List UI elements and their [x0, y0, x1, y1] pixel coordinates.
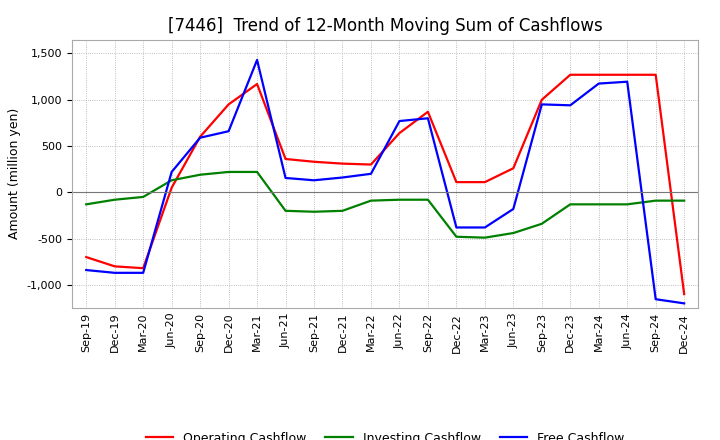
Free Cashflow — [623, 79, 631, 84]
Investing Cashflow — [167, 178, 176, 183]
Operating Cashflow — [395, 130, 404, 136]
Operating Cashflow — [623, 72, 631, 77]
Investing Cashflow — [566, 202, 575, 207]
Investing Cashflow — [253, 169, 261, 175]
Free Cashflow — [395, 118, 404, 124]
Operating Cashflow — [652, 72, 660, 77]
Free Cashflow — [139, 270, 148, 275]
Operating Cashflow — [595, 72, 603, 77]
Free Cashflow — [537, 102, 546, 107]
Operating Cashflow — [423, 109, 432, 114]
Operating Cashflow — [680, 291, 688, 297]
Investing Cashflow — [509, 231, 518, 236]
Operating Cashflow — [282, 156, 290, 161]
Y-axis label: Amount (million yen): Amount (million yen) — [8, 108, 21, 239]
Investing Cashflow — [282, 208, 290, 213]
Free Cashflow — [680, 301, 688, 306]
Operating Cashflow — [110, 264, 119, 269]
Line: Free Cashflow: Free Cashflow — [86, 60, 684, 303]
Operating Cashflow — [225, 102, 233, 107]
Operating Cashflow — [196, 134, 204, 139]
Free Cashflow — [566, 103, 575, 108]
Operating Cashflow — [253, 81, 261, 87]
Investing Cashflow — [196, 172, 204, 177]
Line: Operating Cashflow: Operating Cashflow — [86, 75, 684, 294]
Title: [7446]  Trend of 12-Month Moving Sum of Cashflows: [7446] Trend of 12-Month Moving Sum of C… — [168, 17, 603, 35]
Free Cashflow — [82, 268, 91, 273]
Investing Cashflow — [652, 198, 660, 203]
Investing Cashflow — [423, 197, 432, 202]
Free Cashflow — [310, 178, 318, 183]
Free Cashflow — [225, 128, 233, 134]
Investing Cashflow — [110, 197, 119, 202]
Operating Cashflow — [537, 97, 546, 103]
Investing Cashflow — [395, 197, 404, 202]
Free Cashflow — [167, 169, 176, 175]
Investing Cashflow — [680, 198, 688, 203]
Free Cashflow — [452, 225, 461, 230]
Investing Cashflow — [452, 234, 461, 239]
Operating Cashflow — [366, 162, 375, 167]
Free Cashflow — [338, 175, 347, 180]
Free Cashflow — [509, 206, 518, 212]
Operating Cashflow — [167, 185, 176, 191]
Investing Cashflow — [623, 202, 631, 207]
Operating Cashflow — [139, 266, 148, 271]
Line: Investing Cashflow: Investing Cashflow — [86, 172, 684, 238]
Investing Cashflow — [595, 202, 603, 207]
Investing Cashflow — [366, 198, 375, 203]
Investing Cashflow — [225, 169, 233, 175]
Free Cashflow — [423, 116, 432, 121]
Free Cashflow — [110, 270, 119, 275]
Free Cashflow — [196, 135, 204, 140]
Investing Cashflow — [310, 209, 318, 214]
Investing Cashflow — [139, 194, 148, 200]
Investing Cashflow — [82, 202, 91, 207]
Free Cashflow — [595, 81, 603, 86]
Free Cashflow — [253, 57, 261, 62]
Operating Cashflow — [338, 161, 347, 166]
Operating Cashflow — [82, 254, 91, 260]
Operating Cashflow — [310, 159, 318, 165]
Investing Cashflow — [480, 235, 489, 240]
Free Cashflow — [652, 297, 660, 302]
Operating Cashflow — [452, 180, 461, 185]
Free Cashflow — [366, 171, 375, 176]
Free Cashflow — [282, 175, 290, 180]
Operating Cashflow — [509, 165, 518, 171]
Investing Cashflow — [537, 221, 546, 227]
Investing Cashflow — [338, 208, 347, 213]
Operating Cashflow — [566, 72, 575, 77]
Free Cashflow — [480, 225, 489, 230]
Operating Cashflow — [480, 180, 489, 185]
Legend: Operating Cashflow, Investing Cashflow, Free Cashflow: Operating Cashflow, Investing Cashflow, … — [141, 427, 629, 440]
